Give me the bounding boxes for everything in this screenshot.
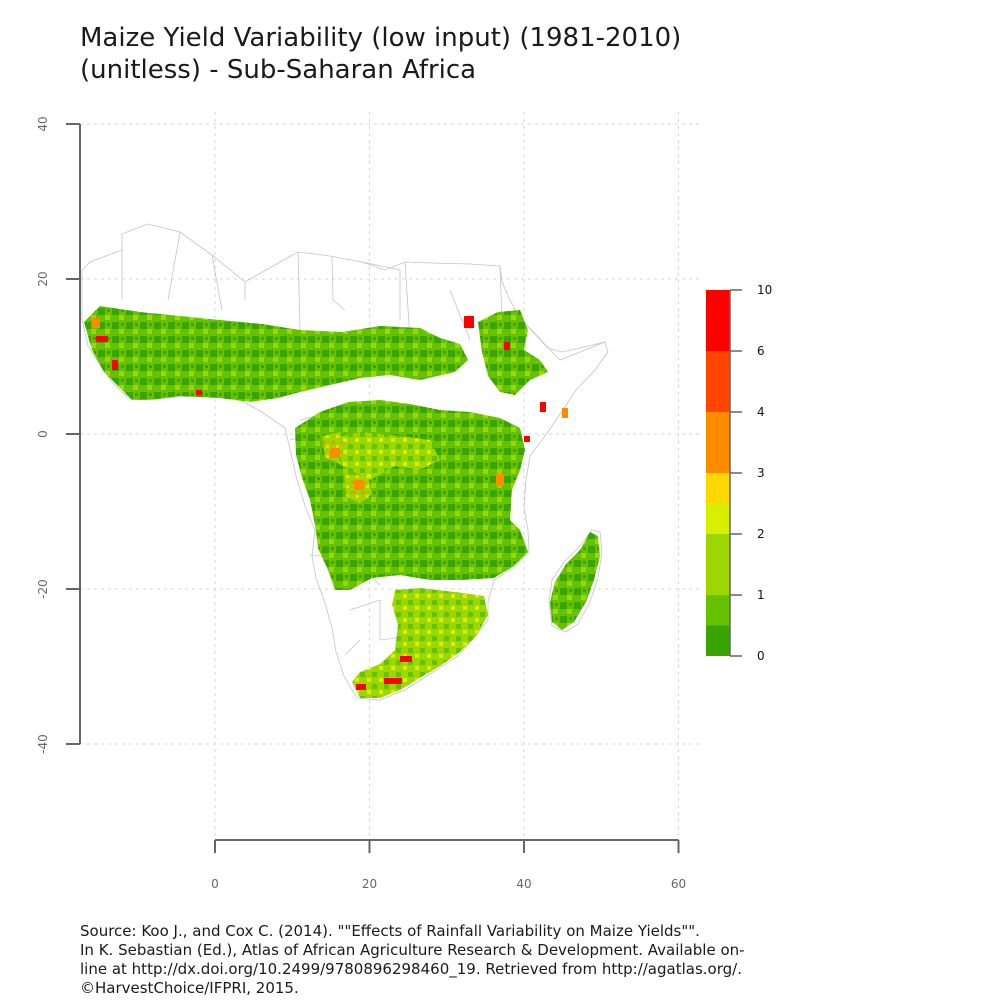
high-variability-spots <box>96 316 546 690</box>
legend-tick-label: 2 <box>757 527 765 541</box>
legend-swatch <box>706 534 730 595</box>
legend-tick-label: 1 <box>757 588 765 602</box>
legend-tick-label: 4 <box>757 405 765 419</box>
madagascar-outline <box>548 529 603 633</box>
source-citation: Source: Koo J., and Cox C. (2014). ""Eff… <box>80 922 745 998</box>
x-tick-label: 20 <box>362 877 377 891</box>
x-tick-label: 40 <box>516 877 531 891</box>
source-line-1: Source: Koo J., and Cox C. (2014). ""Eff… <box>80 922 700 940</box>
legend-swatch <box>706 595 730 626</box>
y-tick-label: -40 <box>36 734 50 754</box>
legend-swatch <box>706 625 730 656</box>
legend-tick-label: 6 <box>757 344 765 358</box>
central-patchy-light <box>325 432 440 480</box>
legend-tick-label: 3 <box>757 466 765 480</box>
y-tick-label: 0 <box>36 430 50 438</box>
legend-swatch <box>706 290 730 351</box>
legend-swatch <box>706 351 730 412</box>
africa-outline <box>81 223 609 701</box>
legend: 0 1 2 3 4 6 10 <box>706 283 772 663</box>
legend-tick-label: 10 <box>757 283 772 297</box>
legend-swatch <box>706 412 730 473</box>
y-axis: 40 20 0 -20 -40 <box>36 116 81 754</box>
x-axis: 0 20 40 60 <box>211 839 686 891</box>
x-tick-label: 0 <box>211 877 219 891</box>
source-line-4: ©HarvestChoice/IFPRI, 2015. <box>80 979 299 997</box>
central-region <box>295 400 528 590</box>
madagascar-region <box>550 532 600 630</box>
data-raster <box>84 306 600 698</box>
legend-tick-label: 0 <box>757 649 765 663</box>
y-tick-label: 40 <box>36 116 50 131</box>
horn-region <box>478 310 548 395</box>
source-line-2: In K. Sebastian (Ed.), Atlas of African … <box>80 941 745 959</box>
map-title: Maize Yield Variability (low input) (198… <box>80 22 681 86</box>
sahel-belt-region <box>84 306 468 402</box>
title-line-1: Maize Yield Variability (low input) (198… <box>80 23 682 53</box>
legend-swatch <box>706 503 730 534</box>
southern-region <box>352 588 488 698</box>
medium-variability-spots <box>92 318 568 490</box>
title-line-2: (unitless) - Sub-Saharan Africa <box>80 55 477 85</box>
y-tick-label: 20 <box>36 271 50 286</box>
legend-swatch <box>706 473 730 504</box>
y-tick-label: -20 <box>36 579 50 599</box>
x-tick-label: 60 <box>671 877 686 891</box>
source-line-3: line at http://dx.doi.org/10.2499/978089… <box>80 960 742 978</box>
